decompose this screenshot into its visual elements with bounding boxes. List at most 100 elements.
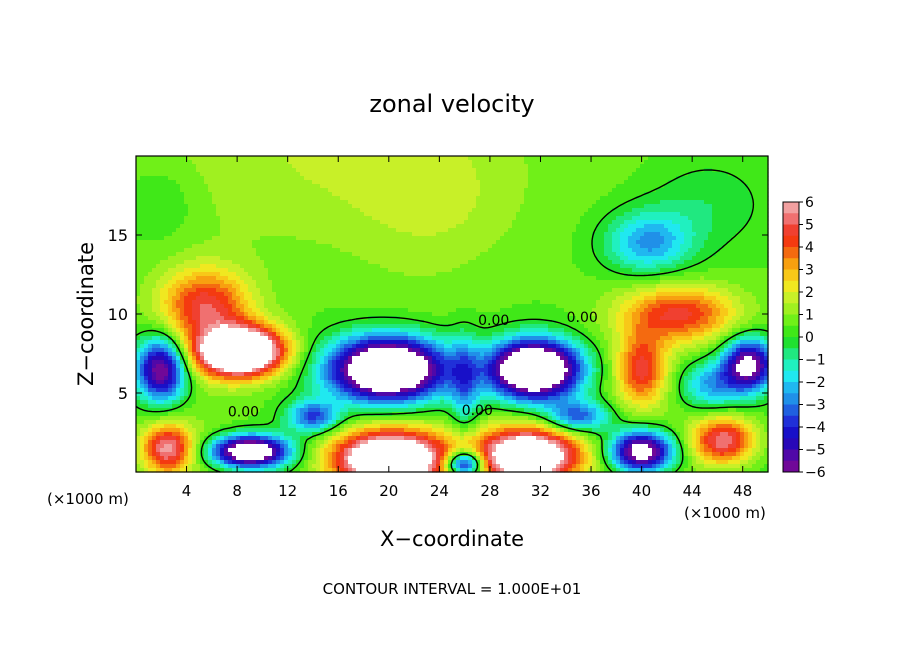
heatmap-cell bbox=[604, 228, 609, 233]
heatmap-cell bbox=[664, 252, 669, 257]
heatmap-cell bbox=[280, 256, 285, 261]
heatmap-cell bbox=[604, 192, 609, 197]
heatmap-cell bbox=[196, 232, 201, 237]
heatmap-cell bbox=[160, 264, 165, 269]
heatmap-cell bbox=[344, 280, 349, 285]
heatmap-cell bbox=[188, 164, 193, 169]
heatmap-cell bbox=[428, 272, 433, 277]
heatmap-cell bbox=[444, 192, 449, 197]
heatmap-cell bbox=[336, 248, 341, 253]
heatmap-cell bbox=[536, 252, 541, 257]
heatmap-cell bbox=[200, 164, 205, 169]
heatmap-cell bbox=[344, 168, 349, 173]
heatmap-cell bbox=[288, 236, 293, 241]
heatmap-cell bbox=[244, 276, 249, 281]
heatmap-cell bbox=[204, 212, 209, 217]
heatmap-cell bbox=[180, 176, 185, 181]
heatmap-cell bbox=[456, 232, 461, 237]
heatmap-cell bbox=[476, 228, 481, 233]
heatmap-cell bbox=[176, 196, 181, 201]
heatmap-cell bbox=[608, 232, 613, 237]
heatmap-cell bbox=[736, 172, 741, 177]
heatmap-cell bbox=[688, 244, 693, 249]
heatmap-cell bbox=[544, 240, 549, 245]
heatmap-cell bbox=[540, 208, 545, 213]
heatmap-cell bbox=[668, 216, 673, 221]
heatmap-cell bbox=[256, 200, 261, 205]
heatmap-cell bbox=[556, 236, 561, 241]
heatmap-cell bbox=[188, 260, 193, 265]
heatmap-cell bbox=[432, 204, 437, 209]
heatmap-cell bbox=[224, 172, 229, 177]
heatmap-cell bbox=[492, 224, 497, 229]
heatmap-cell bbox=[548, 224, 553, 229]
heatmap-cell bbox=[400, 232, 405, 237]
heatmap-cell bbox=[448, 248, 453, 253]
heatmap-cell bbox=[396, 156, 401, 161]
heatmap-cell bbox=[672, 200, 677, 205]
heatmap-cell bbox=[692, 176, 697, 181]
heatmap-cell bbox=[644, 180, 649, 185]
heatmap-cell bbox=[512, 176, 517, 181]
heatmap-cell bbox=[388, 208, 393, 213]
heatmap-cell bbox=[592, 248, 597, 253]
heatmap-cell bbox=[272, 232, 277, 237]
heatmap-cell bbox=[716, 184, 721, 189]
heatmap-cell bbox=[532, 168, 537, 173]
heatmap-cell bbox=[592, 192, 597, 197]
heatmap-cell bbox=[704, 176, 709, 181]
heatmap-cell bbox=[724, 180, 729, 185]
heatmap-cell bbox=[276, 192, 281, 197]
heatmap-cell bbox=[308, 156, 313, 161]
heatmap-cell bbox=[724, 168, 729, 173]
heatmap-cell bbox=[156, 192, 161, 197]
heatmap-cell bbox=[536, 240, 541, 245]
heatmap-cell bbox=[580, 160, 585, 165]
heatmap-cell bbox=[508, 200, 513, 205]
heatmap-cell bbox=[420, 224, 425, 229]
heatmap-cell bbox=[448, 200, 453, 205]
heatmap-cell bbox=[188, 180, 193, 185]
heatmap-cell bbox=[360, 200, 365, 205]
heatmap-cell bbox=[352, 280, 357, 285]
heatmap-cell bbox=[288, 232, 293, 237]
heatmap-cell bbox=[696, 256, 701, 261]
heatmap-cell bbox=[752, 212, 757, 217]
heatmap-cell bbox=[548, 200, 553, 205]
heatmap-cell bbox=[644, 200, 649, 205]
heatmap-cell bbox=[144, 212, 149, 217]
heatmap-cell bbox=[552, 276, 557, 281]
heatmap-cell bbox=[608, 252, 613, 257]
heatmap-cell bbox=[180, 188, 185, 193]
heatmap-cell bbox=[380, 236, 385, 241]
heatmap-cell bbox=[752, 192, 757, 197]
heatmap-cell bbox=[660, 260, 665, 265]
heatmap-cell bbox=[196, 172, 201, 177]
heatmap-cell bbox=[268, 208, 273, 213]
heatmap-cell bbox=[656, 156, 661, 161]
heatmap-cell bbox=[396, 212, 401, 217]
heatmap-cell bbox=[620, 164, 625, 169]
heatmap-cell bbox=[280, 236, 285, 241]
heatmap-cell bbox=[568, 204, 573, 209]
heatmap-cell bbox=[200, 280, 205, 285]
heatmap-cell bbox=[664, 256, 669, 261]
heatmap-cell bbox=[172, 232, 177, 237]
heatmap-cell bbox=[372, 204, 377, 209]
heatmap-cell bbox=[444, 256, 449, 261]
heatmap-cell bbox=[452, 204, 457, 209]
heatmap-cell bbox=[148, 236, 153, 241]
heatmap-cell bbox=[460, 216, 465, 221]
heatmap-cell bbox=[188, 276, 193, 281]
heatmap-cell bbox=[656, 244, 661, 249]
heatmap-cell bbox=[368, 236, 373, 241]
heatmap-cell bbox=[396, 256, 401, 261]
heatmap-cell bbox=[268, 280, 273, 285]
heatmap-cell bbox=[644, 264, 649, 269]
heatmap-cell bbox=[332, 228, 337, 233]
heatmap-cell bbox=[388, 192, 393, 197]
heatmap-cell bbox=[744, 172, 749, 177]
heatmap-cell bbox=[500, 240, 505, 245]
heatmap-cell bbox=[424, 212, 429, 217]
heatmap-cell bbox=[640, 172, 645, 177]
